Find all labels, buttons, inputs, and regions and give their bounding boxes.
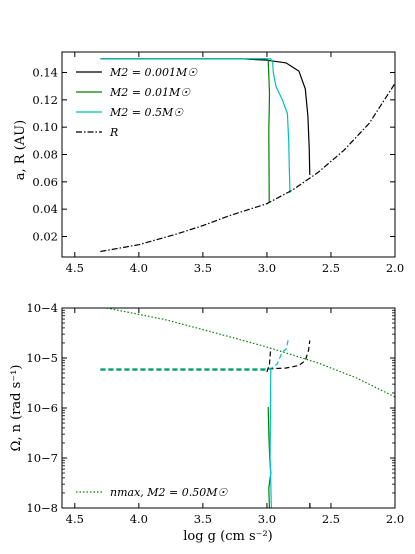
top-legend: M2 = 0.001M☉ M2 = 0.01M☉ M2 = 0.5M☉ R bbox=[76, 66, 198, 139]
bottom-y-tick-label: 10−8 bbox=[26, 501, 58, 515]
bottom-plot-frame bbox=[61, 307, 396, 509]
top-y-tick-label: 0.08 bbox=[32, 148, 58, 162]
bottom-x-axis-label: log g (cm s⁻²) bbox=[183, 529, 273, 544]
top-x-tick-label: 3.5 bbox=[194, 261, 212, 275]
top-y-tick-label: 0.10 bbox=[32, 120, 58, 134]
bottom-y-tick-label: 10−4 bbox=[26, 301, 58, 315]
bottom-series-line-2 bbox=[100, 340, 311, 370]
bottom-x-tick-label: 2.0 bbox=[386, 512, 404, 526]
top-y-tick-label: 0.04 bbox=[32, 202, 58, 216]
bottom-series-line-7 bbox=[266, 347, 272, 373]
top-legend-label: M2 = 0.01M☉ bbox=[109, 86, 191, 99]
bottom-series-line-0 bbox=[106, 308, 395, 398]
bottom-panel: 4.5 4.0 3.5 3.0 2.5 2.0 10−810−710−610−510−4 … bbox=[9, 301, 404, 544]
bottom-x-tick-label: 4.0 bbox=[130, 512, 148, 526]
top-y-tick-label: 0.12 bbox=[32, 93, 58, 107]
bottom-x-tick-label: 3.5 bbox=[194, 512, 212, 526]
bottom-y-tick-label: 10−7 bbox=[26, 451, 58, 465]
top-x-tick-label: 4.0 bbox=[130, 261, 148, 275]
top-x-tick-label: 2.5 bbox=[322, 261, 340, 275]
top-y-tick-label: 0.02 bbox=[32, 230, 58, 244]
top-series-line-3 bbox=[100, 83, 395, 253]
top-legend-label: M2 = 0.5M☉ bbox=[109, 106, 184, 119]
bottom-series-line-5 bbox=[100, 337, 290, 370]
top-panel: 4.5 4.0 3.5 3.0 2.5 2.0 0.02 0.04 0.06 0.08 0.10 0… bbox=[13, 51, 404, 275]
bottom-legend: nmax, M2 = 0.50M☉ bbox=[76, 486, 228, 499]
top-legend-label: R bbox=[109, 126, 118, 139]
top-x-tick-label: 3.0 bbox=[258, 261, 276, 275]
top-series-line-1 bbox=[100, 58, 271, 203]
top-series-group bbox=[100, 58, 395, 253]
bottom-series-group bbox=[100, 308, 395, 508]
top-series-line-2 bbox=[100, 58, 291, 193]
top-y-tick-label: 0.06 bbox=[32, 175, 58, 189]
bottom-series-line-6 bbox=[269, 368, 272, 508]
bottom-y-tick-label: 10−5 bbox=[26, 351, 58, 365]
top-y-tick-label: 0.14 bbox=[32, 66, 58, 80]
top-plot-frame bbox=[61, 51, 396, 258]
top-y-axis-label: a, R (AU) bbox=[13, 120, 28, 180]
bottom-x-tick-label: 2.5 bbox=[322, 512, 340, 526]
bottom-y-tick-label: 10−6 bbox=[26, 401, 58, 415]
bottom-y-axis-label: Ω, n (rad s⁻¹) bbox=[9, 365, 24, 452]
top-legend-label: M2 = 0.001M☉ bbox=[109, 66, 198, 79]
bottom-legend-label: nmax, M2 = 0.50M☉ bbox=[110, 486, 228, 499]
top-x-tick-label: 2.0 bbox=[386, 261, 404, 275]
bottom-x-tick-label: 3.0 bbox=[258, 512, 276, 526]
top-x-tick-label: 4.5 bbox=[66, 261, 84, 275]
bottom-x-tick-label: 4.5 bbox=[66, 512, 84, 526]
